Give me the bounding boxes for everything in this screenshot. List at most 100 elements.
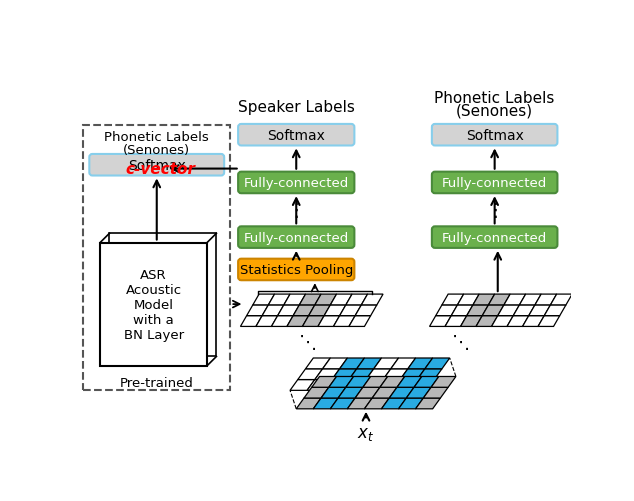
Polygon shape <box>406 387 431 398</box>
Polygon shape <box>315 295 337 305</box>
Polygon shape <box>519 295 541 305</box>
Polygon shape <box>514 305 535 316</box>
Polygon shape <box>458 295 479 305</box>
Polygon shape <box>355 387 380 398</box>
Polygon shape <box>323 358 347 369</box>
Text: $x_t$: $x_t$ <box>358 424 375 442</box>
Polygon shape <box>256 316 278 327</box>
Polygon shape <box>333 316 355 327</box>
Polygon shape <box>313 398 338 409</box>
Polygon shape <box>357 358 382 369</box>
Polygon shape <box>330 398 355 409</box>
Polygon shape <box>431 377 456 387</box>
Text: Statistics Pooling: Statistics Pooling <box>240 264 353 277</box>
Polygon shape <box>253 295 275 305</box>
Polygon shape <box>375 380 400 391</box>
Polygon shape <box>332 369 357 380</box>
FancyBboxPatch shape <box>432 125 557 146</box>
Polygon shape <box>529 305 550 316</box>
Text: Fully-connected: Fully-connected <box>442 176 547 189</box>
Text: ⋮: ⋮ <box>287 201 306 220</box>
Polygon shape <box>271 316 293 327</box>
Polygon shape <box>324 380 349 391</box>
FancyBboxPatch shape <box>89 155 224 176</box>
Text: ASR
Acoustic
Model
with a
BN Layer: ASR Acoustic Model with a BN Layer <box>124 268 184 341</box>
Polygon shape <box>425 358 450 369</box>
Polygon shape <box>399 398 424 409</box>
Polygon shape <box>535 295 557 305</box>
Polygon shape <box>299 295 321 305</box>
Polygon shape <box>315 369 340 380</box>
Polygon shape <box>340 358 365 369</box>
Polygon shape <box>389 387 414 398</box>
Polygon shape <box>397 377 422 387</box>
Polygon shape <box>436 305 458 316</box>
Polygon shape <box>491 316 514 327</box>
Polygon shape <box>361 295 383 305</box>
Polygon shape <box>287 316 309 327</box>
Polygon shape <box>340 305 361 316</box>
Polygon shape <box>321 387 346 398</box>
Polygon shape <box>306 358 330 369</box>
Polygon shape <box>349 316 371 327</box>
Polygon shape <box>473 295 495 305</box>
Polygon shape <box>312 377 337 387</box>
Polygon shape <box>290 380 315 391</box>
Polygon shape <box>417 369 442 380</box>
Text: (Senones): (Senones) <box>456 103 533 118</box>
Polygon shape <box>380 377 404 387</box>
Polygon shape <box>507 316 529 327</box>
Polygon shape <box>347 398 372 409</box>
Text: c-vector: c-vector <box>126 162 196 177</box>
Polygon shape <box>383 369 408 380</box>
Polygon shape <box>358 380 383 391</box>
Polygon shape <box>460 316 482 327</box>
Polygon shape <box>363 377 388 387</box>
Polygon shape <box>424 387 448 398</box>
Polygon shape <box>400 369 425 380</box>
Polygon shape <box>338 387 363 398</box>
Polygon shape <box>476 316 498 327</box>
Polygon shape <box>544 305 566 316</box>
Polygon shape <box>445 316 467 327</box>
Polygon shape <box>451 305 473 316</box>
Polygon shape <box>329 377 354 387</box>
Text: Speaker Labels: Speaker Labels <box>238 100 354 115</box>
Polygon shape <box>304 387 329 398</box>
Bar <box>110 234 216 357</box>
Polygon shape <box>467 305 488 316</box>
FancyBboxPatch shape <box>238 125 354 146</box>
Text: Phonetic Labels: Phonetic Labels <box>105 130 209 143</box>
Text: Fully-connected: Fully-connected <box>243 176 349 189</box>
Text: ⋱: ⋱ <box>451 333 470 351</box>
Polygon shape <box>349 369 374 380</box>
Text: ⋱: ⋱ <box>299 333 317 351</box>
Text: Softmax: Softmax <box>268 128 325 142</box>
Polygon shape <box>278 305 299 316</box>
Text: Softmax: Softmax <box>466 128 524 142</box>
Polygon shape <box>298 369 323 380</box>
Polygon shape <box>324 305 346 316</box>
Polygon shape <box>408 358 432 369</box>
Text: (Senones): (Senones) <box>123 144 190 156</box>
Polygon shape <box>268 295 290 305</box>
Polygon shape <box>240 316 262 327</box>
Text: Phonetic Labels: Phonetic Labels <box>434 91 555 106</box>
Polygon shape <box>341 380 366 391</box>
Polygon shape <box>247 305 268 316</box>
Polygon shape <box>416 398 441 409</box>
Polygon shape <box>482 305 504 316</box>
Polygon shape <box>302 316 324 327</box>
Polygon shape <box>309 305 330 316</box>
Polygon shape <box>318 316 340 327</box>
Polygon shape <box>392 380 417 391</box>
Polygon shape <box>293 305 315 316</box>
Polygon shape <box>346 295 368 305</box>
Polygon shape <box>307 380 332 391</box>
Polygon shape <box>488 295 510 305</box>
FancyBboxPatch shape <box>432 227 557 248</box>
Polygon shape <box>504 295 526 305</box>
Polygon shape <box>296 398 321 409</box>
Text: Fully-connected: Fully-connected <box>442 231 547 244</box>
Polygon shape <box>414 377 439 387</box>
